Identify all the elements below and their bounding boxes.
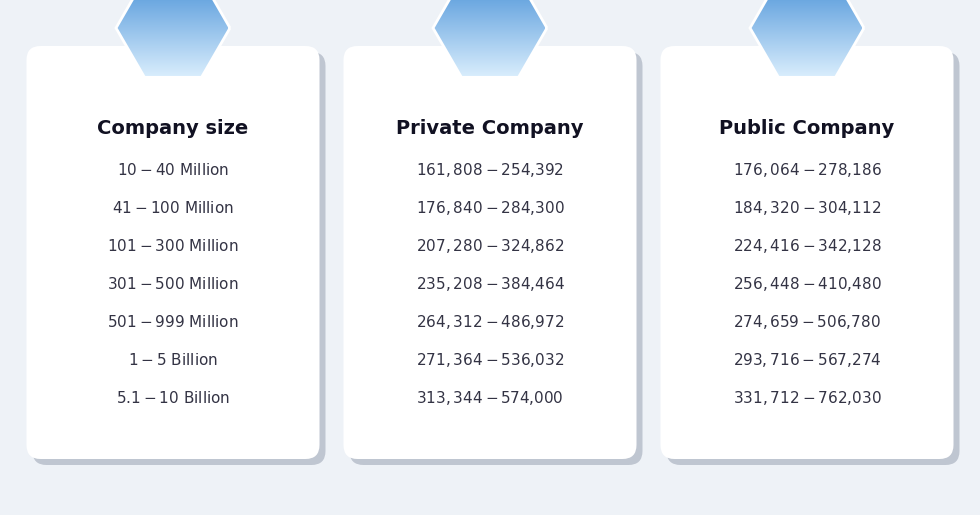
Text: $331,712-$762,030: $331,712-$762,030 [733, 389, 881, 407]
Text: $271,364-$536,032: $271,364-$536,032 [416, 351, 564, 369]
Text: $161,808-$254,392: $161,808-$254,392 [416, 161, 564, 179]
FancyBboxPatch shape [32, 52, 325, 465]
Text: $235,208 -$384,464: $235,208 -$384,464 [416, 275, 564, 293]
FancyBboxPatch shape [666, 52, 959, 465]
Text: $207,280-$324,862: $207,280-$324,862 [416, 237, 564, 255]
Text: $301-$500 Million: $301-$500 Million [107, 276, 239, 292]
Text: $256,448 -$410,480: $256,448 -$410,480 [733, 275, 881, 293]
Text: $10-$40 Million: $10-$40 Million [117, 162, 229, 178]
Text: Private Company: Private Company [396, 118, 584, 138]
FancyBboxPatch shape [26, 46, 319, 459]
Text: $41-$100 Million: $41-$100 Million [112, 200, 234, 216]
Text: $176,840-$284,300: $176,840-$284,300 [416, 199, 564, 217]
Text: $293,716-$567,274: $293,716-$567,274 [733, 351, 881, 369]
Text: $1-$5 Billion: $1-$5 Billion [128, 352, 218, 368]
Text: $224,416-$342,128: $224,416-$342,128 [733, 237, 881, 255]
Text: Company size: Company size [97, 118, 249, 138]
Text: $313,344-$574,000: $313,344-$574,000 [416, 389, 564, 407]
Text: $264,312-$486,972: $264,312-$486,972 [416, 313, 564, 331]
Text: $274,659-$506,780: $274,659-$506,780 [733, 313, 881, 331]
Text: $501-$999 Million: $501-$999 Million [107, 314, 239, 330]
FancyBboxPatch shape [661, 46, 954, 459]
Text: $176,064-$278,186: $176,064-$278,186 [733, 161, 881, 179]
FancyBboxPatch shape [350, 52, 643, 465]
Text: $5.1-$10 Billion: $5.1-$10 Billion [116, 390, 230, 406]
Text: Public Company: Public Company [719, 118, 895, 138]
Text: $101-$300 Million: $101-$300 Million [107, 238, 239, 254]
Text: $184,320-$304,112: $184,320-$304,112 [733, 199, 881, 217]
FancyBboxPatch shape [344, 46, 636, 459]
